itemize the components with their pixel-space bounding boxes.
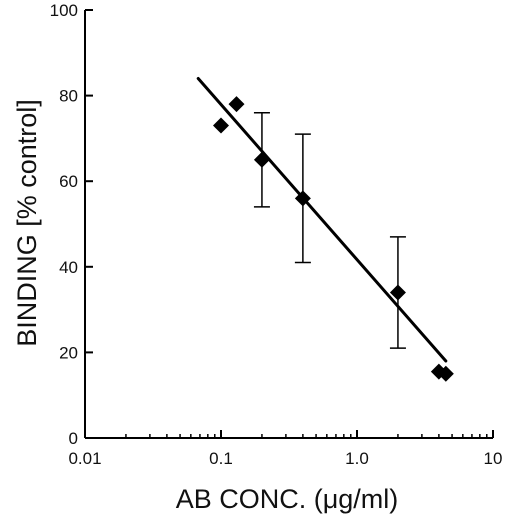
y-tick-label: 100 [50, 1, 78, 20]
data-point-diamond [213, 117, 229, 134]
x-axis-title: AB CONC. (μg/ml) [176, 484, 399, 514]
y-tick-label: 20 [59, 343, 78, 362]
x-tick-label: 0.01 [68, 449, 101, 468]
data-points [213, 96, 454, 382]
data-point-diamond [228, 96, 245, 113]
x-tick-label: 10 [484, 449, 503, 468]
x-tick-label: 0.1 [209, 449, 233, 468]
data-point-diamond [437, 365, 454, 382]
x-tick-label: 1.0 [345, 449, 369, 468]
y-tick-label: 60 [59, 172, 78, 191]
data-point-diamond [294, 190, 311, 207]
fit-line [196, 76, 448, 363]
axes: 0 20 40 60 80 100 0.01 0.1 1.0 10 [50, 1, 503, 468]
y-tick-label: 0 [69, 429, 78, 448]
fit-line-group [196, 76, 448, 363]
y-tick-label: 40 [59, 258, 78, 277]
data-point-diamond [389, 284, 406, 301]
y-axis-title: BINDING [% control] [12, 99, 42, 347]
y-tick-label: 80 [59, 87, 78, 106]
data-point-diamond [253, 151, 270, 168]
